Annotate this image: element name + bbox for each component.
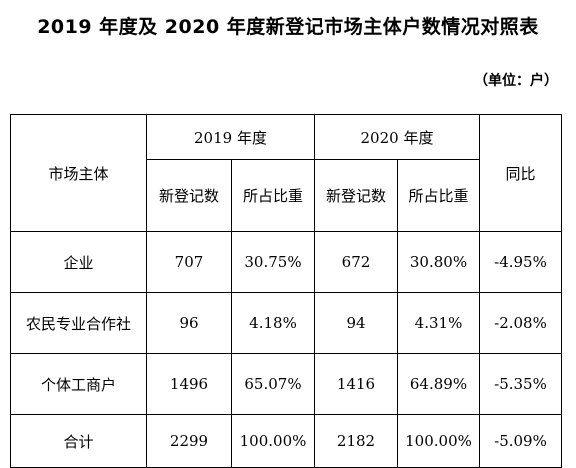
yoy-header: 同比 — [479, 114, 562, 232]
row-name: 企业 — [10, 231, 147, 293]
header-row-sub: 新登记数 所占比重 新登记数 所占比重 — [11, 159, 562, 232]
unit-note: （单位：户） — [474, 73, 558, 89]
count-2020: 2182 — [314, 414, 398, 468]
count-2019: 1496 — [146, 353, 232, 415]
page-title: 2019 年度及 2020 年度新登记市场主体户数情况对照表 — [37, 16, 539, 38]
yoy-change: -4.95% — [479, 231, 562, 293]
year-2020-header: 2020 年度 — [314, 114, 480, 160]
share-2020: 100.00% — [397, 414, 480, 468]
share-2019: 30.75% — [231, 231, 315, 293]
count-2019: 707 — [146, 231, 232, 293]
header-row-years: 市场主体 2019 年度 2020 年度 同比 — [10, 114, 562, 232]
count-2019: 96 — [146, 292, 232, 354]
sub-header-count-2019: 新登记数 — [146, 159, 232, 232]
row-name: 农民专业合作社 — [10, 292, 147, 354]
count-2020: 94 — [314, 292, 398, 354]
sub-header-count-2020: 新登记数 — [314, 159, 398, 232]
sub-header-share-2019: 所占比重 — [231, 159, 315, 232]
count-2020: 1416 — [314, 353, 398, 415]
share-2019: 65.07% — [231, 353, 315, 415]
row-name: 合计 — [10, 414, 147, 468]
yoy-change: -5.09% — [479, 414, 562, 468]
table-row-total: 合计 2299 100.00% 2182 100.00% -5.09% — [10, 414, 562, 468]
count-2020: 672 — [314, 231, 398, 293]
row-name: 个体工商户 — [10, 353, 147, 415]
year-2019-header: 2019 年度 — [146, 114, 315, 160]
sub-header-share-2020: 所占比重 — [397, 159, 480, 232]
share-2020: 30.80% — [397, 231, 480, 293]
comparison-table: 市场主体 2019 年度 2020 年度 同比 新登记数 所占比重 新登记数 所… — [10, 114, 562, 468]
share-2020: 64.89% — [397, 353, 480, 415]
corner-header: 市场主体 — [10, 114, 147, 232]
table-row: 农民专业合作社 96 4.18% 94 4.31% -2.08% — [10, 292, 562, 354]
count-2019: 2299 — [146, 414, 232, 468]
share-2019: 4.18% — [231, 292, 315, 354]
yoy-change: -2.08% — [479, 292, 562, 354]
share-2019: 100.00% — [231, 414, 315, 468]
share-2020: 4.31% — [397, 292, 480, 354]
table-row: 个体工商户 1496 65.07% 1416 64.89% -5.35% — [10, 353, 562, 415]
yoy-change: -5.35% — [479, 353, 562, 415]
table-row: 企业 707 30.75% 672 30.80% -4.95% — [10, 231, 562, 293]
